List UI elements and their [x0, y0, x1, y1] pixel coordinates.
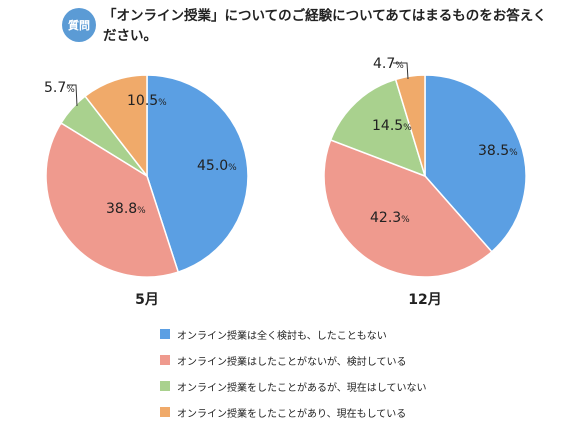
legend-item: オンライン授業はしたことがないが、検討している [160, 348, 427, 372]
legend-swatch [160, 355, 170, 365]
legend-item: オンライン授業をしたことがあり、現在もしている [160, 400, 427, 424]
legend-swatch [160, 381, 170, 391]
legend: オンライン授業は全く検討も、したこともない オンライン授業はしたことがないが、検… [160, 322, 427, 426]
legend-swatch [160, 407, 170, 417]
slice-label: 14.5% [372, 118, 412, 134]
pie-slice [424, 74, 527, 253]
pie-slice [84, 74, 148, 179]
slice-label: 38.5% [478, 143, 518, 159]
slice-label: 4.7% [373, 56, 404, 72]
slice-label: 42.3% [370, 210, 410, 226]
slice-label: 38.8% [106, 201, 146, 217]
pie-slice [323, 139, 493, 278]
chart-title: 5月 [135, 292, 159, 308]
slice-label: 5.7% [44, 80, 75, 96]
legend-label: オンライン授業は全く検討も、したこともない [177, 330, 387, 342]
leader-line [67, 84, 78, 107]
leader-line [393, 62, 409, 80]
pie-slice [146, 74, 249, 274]
pie-slice [394, 74, 426, 177]
legend-label: オンライン授業をしたことがあり、現在もしている [177, 408, 407, 420]
slice-label: 10.5% [127, 93, 167, 109]
question-text: 「オンライン授業」についてのご経験についてあてはまるものをお答えください。 [103, 8, 547, 44]
legend-item: オンライン授業をしたことがあるが、現在はしていない [160, 374, 427, 398]
legend-swatch [160, 329, 170, 339]
legend-label: オンライン授業はしたことがないが、検討している [177, 356, 407, 368]
legend-item: オンライン授業は全く検討も、したこともない [160, 322, 427, 346]
slice-label: 45.0% [197, 158, 237, 174]
pie-slice [329, 78, 427, 178]
question-badge: 質問 [62, 8, 96, 42]
chart-title: 12月 [408, 292, 441, 308]
pie-slice [45, 121, 180, 278]
legend-label: オンライン授業をしたことがあるが、現在はしていない [177, 382, 427, 394]
